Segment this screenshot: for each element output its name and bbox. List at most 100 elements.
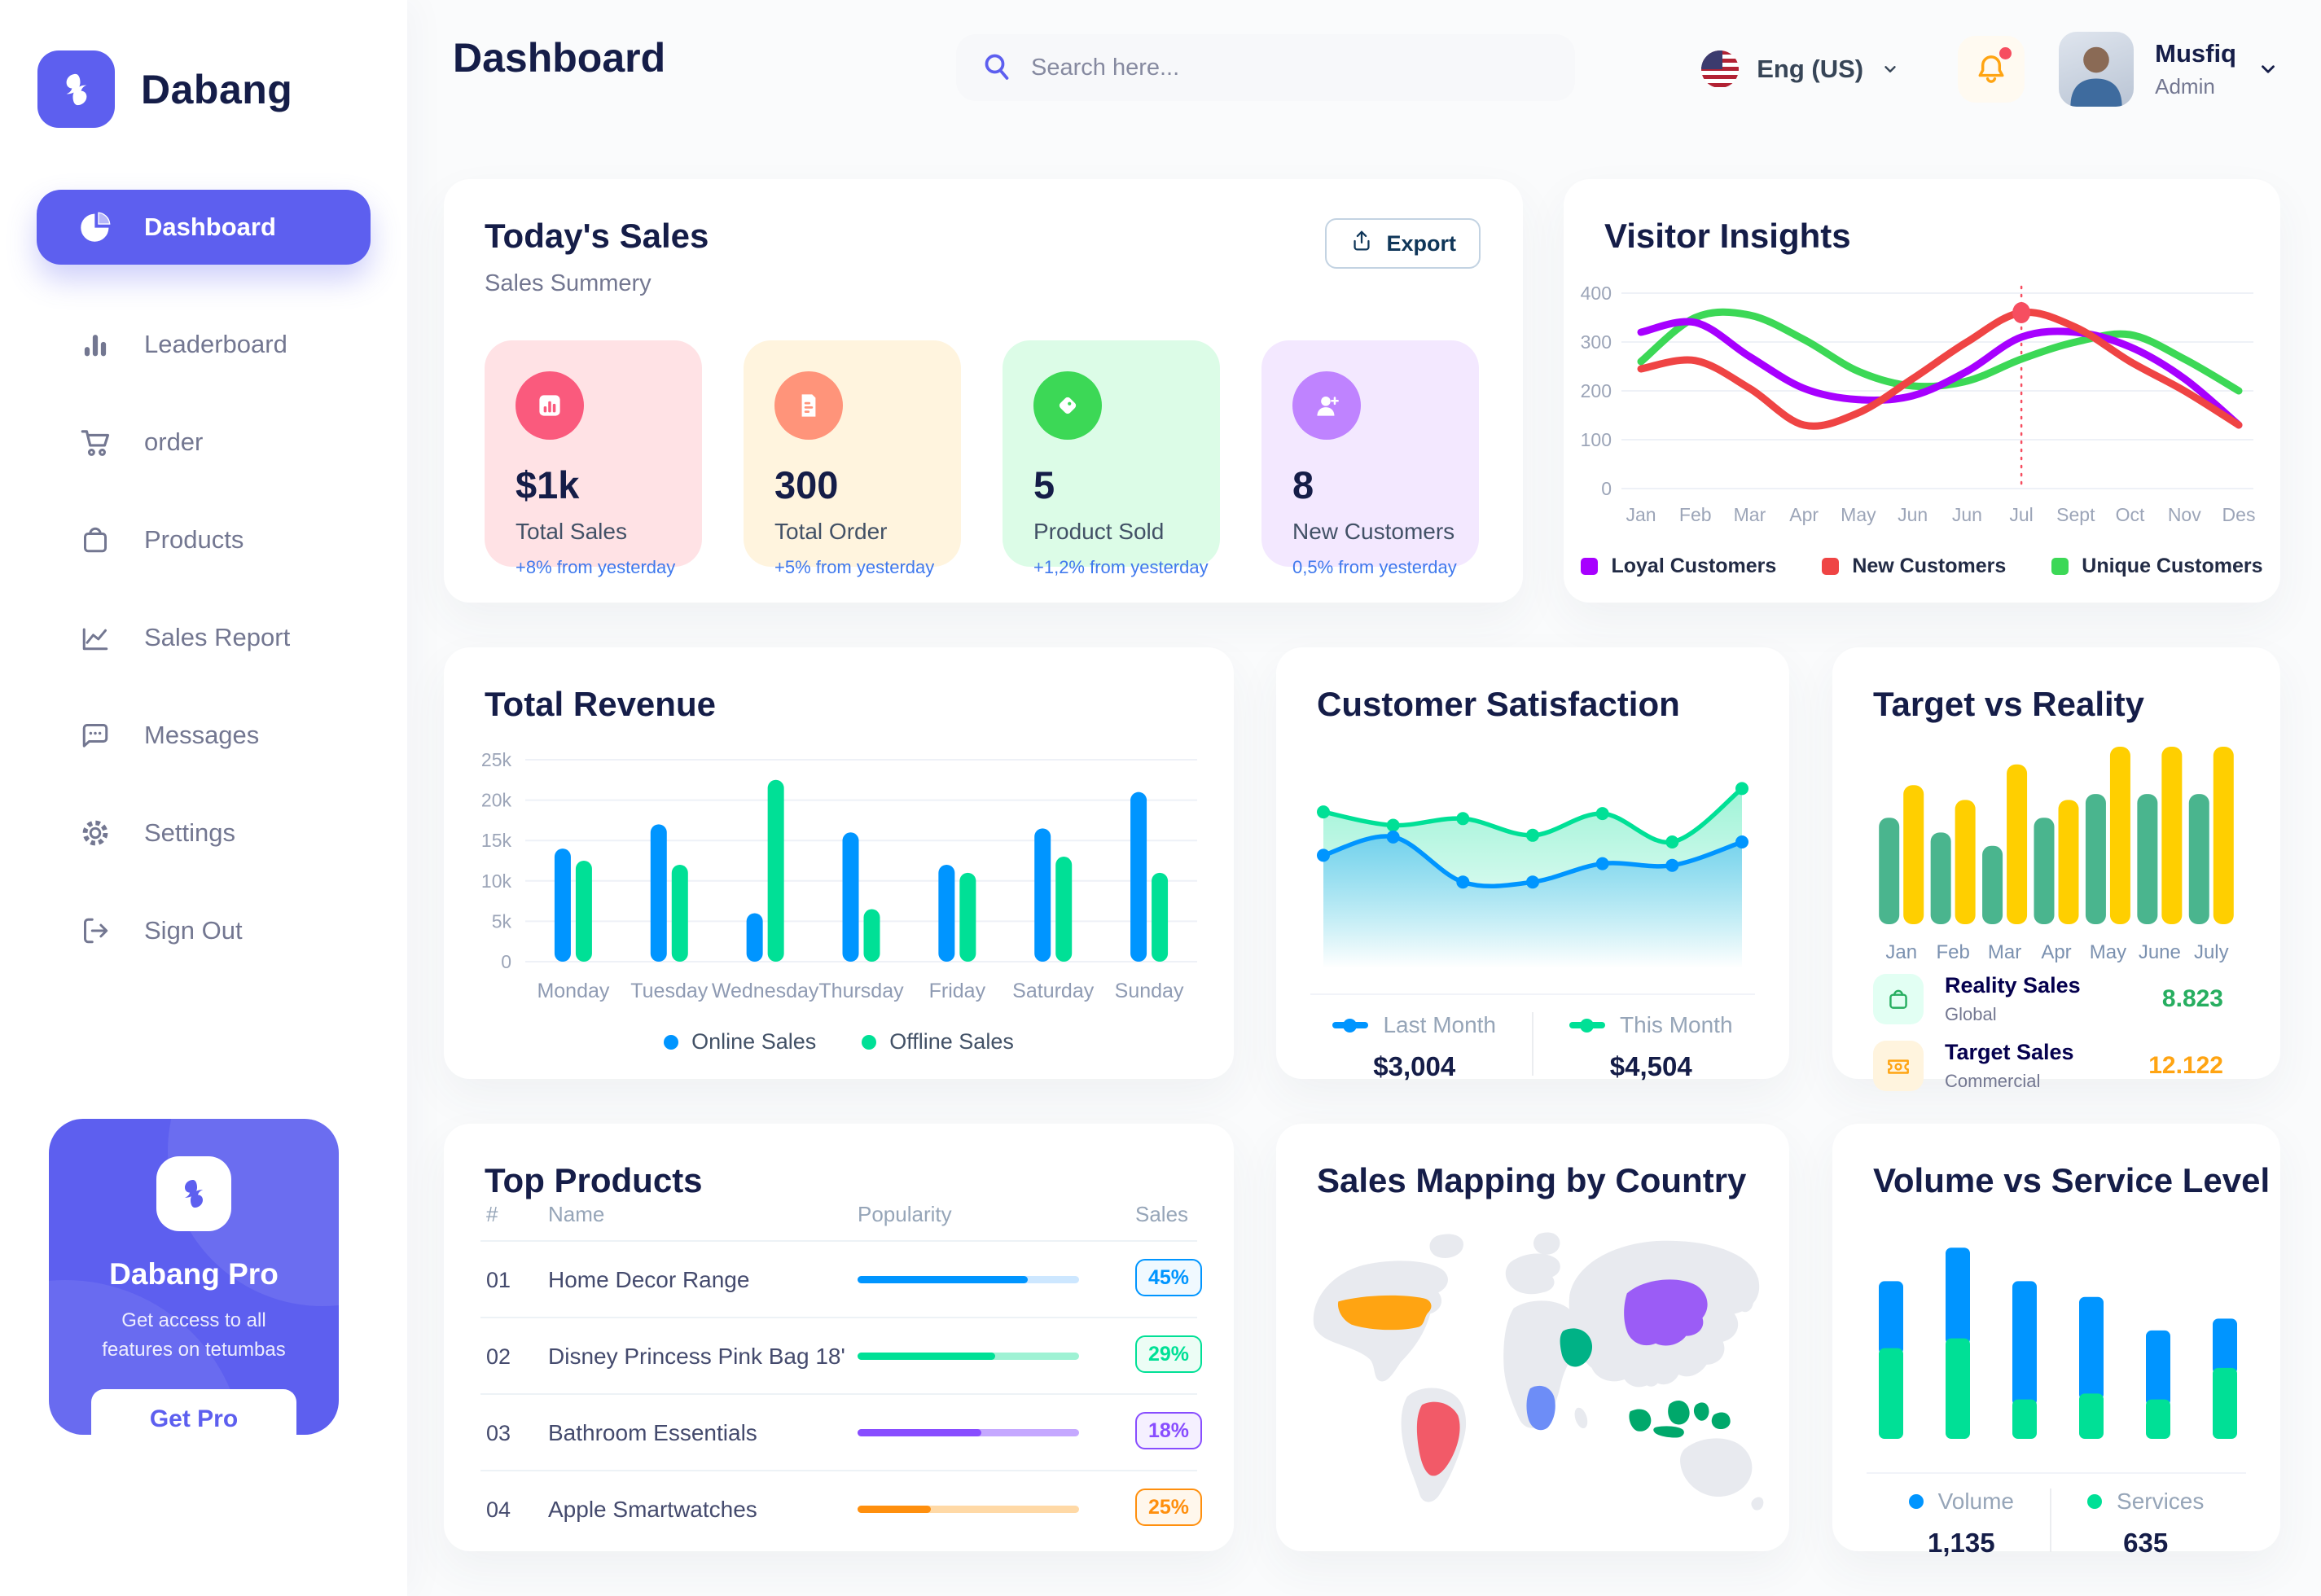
svg-text:0: 0 xyxy=(1601,478,1612,499)
customer-satisfaction-chart xyxy=(1317,782,1748,968)
tag-icon xyxy=(1033,371,1102,440)
stat-delta: +8% from yesterday xyxy=(516,557,676,577)
visitor-insights-chart: 0 100 200 300 400 Jan Feb Mar Apr May Jun Jun Jul Sep… xyxy=(1581,283,2256,525)
svg-text:July: July xyxy=(2194,941,2229,963)
svg-text:Wednesday: Wednesday xyxy=(712,980,819,1002)
sidebar-item-label: Messages xyxy=(144,721,260,749)
svg-text:Feb: Feb xyxy=(1936,941,1969,963)
svg-text:Sunday: Sunday xyxy=(1115,980,1184,1002)
notification-badge xyxy=(1999,47,2012,59)
map-country-indonesia[interactable] xyxy=(1629,1401,1731,1438)
map-country-saudi-arabia[interactable] xyxy=(1560,1328,1593,1367)
product-row: 02 Disney Princess Pink Bag 18' 29% xyxy=(444,1318,1234,1393)
sidebar-item-leaderboard[interactable]: Leaderboard xyxy=(37,307,371,382)
user-menu[interactable]: Musfiq Admin xyxy=(2059,32,2279,107)
sidebar-item-sign-out[interactable]: Sign Out xyxy=(37,893,371,968)
stat-label: Total Order xyxy=(774,519,888,544)
shopping-bag-icon xyxy=(77,522,113,558)
chat-bubble-icon xyxy=(77,717,113,753)
last-month-total: $3,004 xyxy=(1373,1051,1456,1081)
user-plus-icon xyxy=(1292,371,1361,440)
sidebar-item-order[interactable]: order xyxy=(37,405,371,480)
sidebar-item-label: Products xyxy=(144,525,244,554)
sales-badge: 25% xyxy=(1135,1489,1203,1526)
user-name: Musfiq xyxy=(2155,39,2236,68)
divider xyxy=(2050,1489,2052,1552)
sidebar-item-label: Dashboard xyxy=(144,213,276,241)
legend-marker xyxy=(1822,558,1840,575)
divider xyxy=(480,1240,1197,1242)
map-country-united-states[interactable] xyxy=(1337,1295,1432,1331)
sidebar-item-products[interactable]: Products xyxy=(37,502,371,577)
stat-value: $1k xyxy=(516,463,580,506)
map-country-dr-congo[interactable] xyxy=(1526,1385,1555,1431)
services-marker xyxy=(2087,1494,2103,1509)
sidebar-item-sales-report[interactable]: Sales Report xyxy=(37,600,371,675)
language-selector[interactable]: Eng (US) xyxy=(1701,50,1899,88)
stat-value: 5 xyxy=(1033,463,1055,506)
sidebar-item-dashboard[interactable]: Dashboard xyxy=(37,190,371,265)
svg-text:10k: 10k xyxy=(481,870,512,892)
card-subtitle: Sales Summery xyxy=(485,270,652,296)
stat-label: Total Sales xyxy=(516,519,627,544)
svg-text:Monday: Monday xyxy=(537,980,609,1002)
notification-bell[interactable] xyxy=(1958,36,2025,103)
stat-tile-product-sold: 5 Product Sold +1,2% from yesterday xyxy=(1003,340,1220,577)
legend-item: Offline Sales xyxy=(862,1029,1014,1054)
stat-tile-new-customers: 8 New Customers 0,5% from yesterday xyxy=(1261,340,1479,577)
svg-text:Friday: Friday xyxy=(929,980,986,1002)
legend-item: Unique Customers xyxy=(2051,555,2263,578)
sidebar-item-label: Sales Report xyxy=(144,623,291,651)
stat-tile-total-sales: $1k Total Sales +8% from yesterday xyxy=(485,340,702,577)
ticket-icon xyxy=(1873,1041,1924,1091)
volume-total: 1,135 xyxy=(1928,1528,1995,1558)
todays-sales-card: Today's Sales Sales Summery Export $1k T… xyxy=(444,179,1523,603)
svg-text:200: 200 xyxy=(1581,380,1612,401)
target-sales-row: Target Sales Commercial 12.122 xyxy=(1873,1040,2244,1092)
popularity-bar xyxy=(858,1429,1079,1436)
popularity-bar xyxy=(858,1353,1079,1360)
map-country-china[interactable] xyxy=(1624,1279,1708,1346)
divider xyxy=(480,1470,1197,1471)
divider xyxy=(480,1393,1197,1395)
legend-marker xyxy=(2051,558,2069,575)
pro-title: Dabang Pro xyxy=(109,1257,279,1291)
pro-logo-icon xyxy=(156,1156,231,1231)
card-title: Target vs Reality xyxy=(1873,685,2145,723)
svg-text:0: 0 xyxy=(501,951,511,972)
svg-text:May: May xyxy=(2090,941,2126,963)
this-month-total: $4,504 xyxy=(1609,1051,1692,1081)
world-map xyxy=(1313,1232,1764,1510)
svg-text:20k: 20k xyxy=(481,790,512,811)
search-input[interactable] xyxy=(1031,54,1520,81)
legend-marker xyxy=(1581,558,1599,575)
visitor-insights-card: Visitor Insights 0 100 200 300 400 Jan Feb Mar A… xyxy=(1564,179,2280,603)
sidebar-item-settings[interactable]: Settings xyxy=(37,796,371,870)
sales-badge: 45% xyxy=(1135,1259,1203,1296)
sidebar-item-messages[interactable]: Messages xyxy=(37,698,371,773)
sales-mapping-card: Sales Mapping by Country xyxy=(1276,1124,1789,1551)
divider xyxy=(1532,1012,1534,1076)
volume-legend: Volume 1,135 xyxy=(1873,1489,2050,1559)
services-legend: Services 635 xyxy=(2051,1489,2240,1559)
legend-item: New Customers xyxy=(1822,555,2006,578)
card-title: Sales Mapping by Country xyxy=(1317,1161,1747,1199)
card-title: Visitor Insights xyxy=(1604,217,1851,255)
svg-text:Nov: Nov xyxy=(2168,504,2201,525)
svg-text:Des: Des xyxy=(2222,504,2256,525)
svg-text:15k: 15k xyxy=(481,830,512,851)
export-button[interactable]: Export xyxy=(1325,218,1481,269)
total-revenue-legend: Online Sales Offline Sales xyxy=(444,1029,1234,1054)
map-country-brazil[interactable] xyxy=(1416,1401,1460,1476)
divider xyxy=(1867,1472,2246,1474)
sidebar: Dabang Dashboard Leaderboard order Produ… xyxy=(0,0,407,1596)
us-flag-icon xyxy=(1701,50,1740,88)
this-month-marker xyxy=(1569,1018,1606,1033)
svg-text:Mar: Mar xyxy=(1734,504,1766,525)
stat-delta: 0,5% from yesterday xyxy=(1292,557,1457,577)
search-bar[interactable] xyxy=(956,34,1575,101)
stat-label: New Customers xyxy=(1292,519,1455,544)
get-pro-button[interactable]: Get Pro xyxy=(91,1389,296,1435)
popularity-bar xyxy=(858,1506,1079,1513)
svg-text:Apr: Apr xyxy=(2041,941,2071,963)
